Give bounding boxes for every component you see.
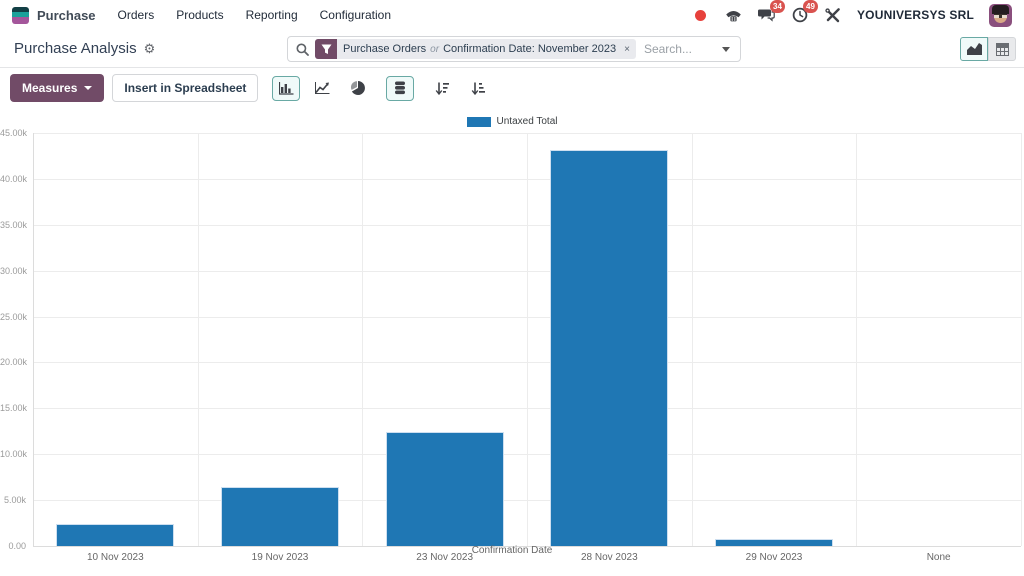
menu-reporting[interactable]: Reporting [245, 8, 298, 22]
legend-swatch [466, 116, 491, 127]
x-gridline [527, 133, 528, 546]
search-input[interactable]: Search... [643, 42, 692, 56]
app-name[interactable]: Purchase [37, 7, 96, 23]
bar-28 Nov 2023[interactable] [550, 149, 669, 546]
view-switcher [960, 37, 1016, 61]
sort-asc-button[interactable] [464, 76, 492, 101]
search-dropdown-toggle[interactable] [712, 37, 740, 61]
activities-badge: 49 [802, 0, 818, 13]
gear-icon[interactable]: ⚙ [143, 40, 156, 56]
y-tick-label: 15.00k [0, 403, 28, 414]
bar-23 Nov 2023[interactable] [385, 432, 504, 546]
x-tick-label: None [926, 552, 951, 563]
y-tick-label: 35.00k [0, 219, 28, 230]
y-gridline [33, 546, 1021, 547]
menu-products[interactable]: Products [176, 8, 224, 22]
y-tick-label: 5.00k [3, 495, 26, 506]
graph-view-icon [966, 43, 982, 55]
sort-desc-button[interactable] [428, 76, 456, 101]
bar-29 Nov 2023[interactable] [715, 539, 833, 546]
phone-icon[interactable] [725, 6, 743, 24]
pie-chart-icon [351, 81, 366, 95]
search-facet: Purchase Orders or Confirmation Date: No… [315, 39, 636, 59]
insert-spreadsheet-button[interactable]: Insert in Spreadsheet [112, 74, 259, 102]
line-chart-icon [314, 82, 330, 94]
y-tick-label: 30.00k [0, 265, 28, 276]
panel-separator [0, 67, 1024, 68]
graph-view: Untaxed Total 0.00 5.00k 10.00k 15.00k 20.00… [0, 108, 1024, 576]
legend-label: Untaxed Total [496, 116, 558, 127]
x-gridline [691, 133, 693, 546]
y-tick-label: 0.00 [8, 541, 26, 551]
tools-icon[interactable] [824, 6, 842, 24]
page-title: Purchase Analysis [14, 40, 137, 57]
top-navbar: Purchase Orders Products Reporting Confi… [0, 0, 1024, 30]
purchase-app-icon[interactable] [12, 6, 29, 24]
facet-filter-2: Confirmation Date: November 2023 [443, 43, 617, 55]
x-tick-label: 10 Nov 2023 [86, 552, 144, 563]
search-icon [296, 43, 309, 56]
x-tick-label: 28 Nov 2023 [580, 552, 638, 563]
measures-button[interactable]: Measures [10, 74, 105, 102]
x-tick-label: 29 Nov 2023 [745, 552, 803, 563]
plot-area: 0.00 5.00k 10.00k 15.00k 20.00k 25.00k 30.00k 3… [0, 128, 1022, 563]
recording-status-icon[interactable] [692, 6, 710, 24]
company-name[interactable]: YOUNIVERSYS SRL [856, 8, 974, 22]
view-pivot-button[interactable] [988, 37, 1016, 61]
sort-amount-asc-icon [472, 82, 486, 95]
stacked-database-icon [395, 81, 406, 95]
y-tick-label: 25.00k [0, 311, 28, 322]
x-gridline [362, 133, 364, 546]
x-axis-title: Confirmation Date [471, 545, 553, 556]
pie-chart-mode-button[interactable] [344, 76, 372, 101]
view-graph-button[interactable] [960, 37, 988, 61]
menu-orders[interactable]: Orders [117, 8, 155, 22]
chevron-down-icon [84, 86, 93, 90]
menu-configuration[interactable]: Configuration [319, 8, 392, 22]
bar-19 Nov 2023[interactable] [221, 487, 339, 546]
sort-amount-desc-icon [436, 82, 450, 95]
x-gridline [197, 133, 199, 546]
bar-chart-icon [278, 81, 294, 95]
y-tick-label: 40.00k [0, 173, 28, 184]
y-tick-label: 45.00k [0, 128, 28, 138]
x-gridline [856, 133, 858, 546]
x-gridline [1021, 133, 1022, 546]
search-bar[interactable]: Purchase Orders or Confirmation Date: No… [287, 36, 741, 62]
y-tick-label: 20.00k [0, 357, 28, 368]
graph-toolbar: Measures Insert in Spreadsheet [0, 68, 1024, 108]
facet-remove-icon[interactable]: × [624, 43, 630, 55]
y-tick-label: 10.00k [0, 449, 28, 460]
messages-badge: 34 [769, 0, 785, 13]
facet-filter-1: Purchase Orders [343, 43, 427, 55]
line-chart-mode-button[interactable] [308, 76, 336, 101]
messages-icon[interactable]: 34 [758, 0, 785, 24]
bar-chart-mode-button[interactable] [272, 75, 301, 101]
x-tick-label: 19 Nov 2023 [251, 552, 309, 563]
facet-or: or [430, 43, 440, 55]
filter-funnel-icon [315, 39, 337, 59]
stacked-mode-button[interactable] [386, 75, 415, 101]
x-gridline [33, 133, 34, 546]
user-avatar[interactable] [989, 3, 1012, 27]
bar-10 Nov 2023[interactable] [56, 523, 175, 546]
activities-clock-icon[interactable]: 49 [791, 0, 818, 24]
pivot-view-icon [995, 42, 1009, 56]
control-panel: Purchase Analysis ⚙ Purchase Orders or C… [0, 30, 1024, 67]
legend-item[interactable]: Untaxed Total [0, 116, 1024, 127]
x-tick-label: 23 Nov 2023 [416, 552, 474, 563]
